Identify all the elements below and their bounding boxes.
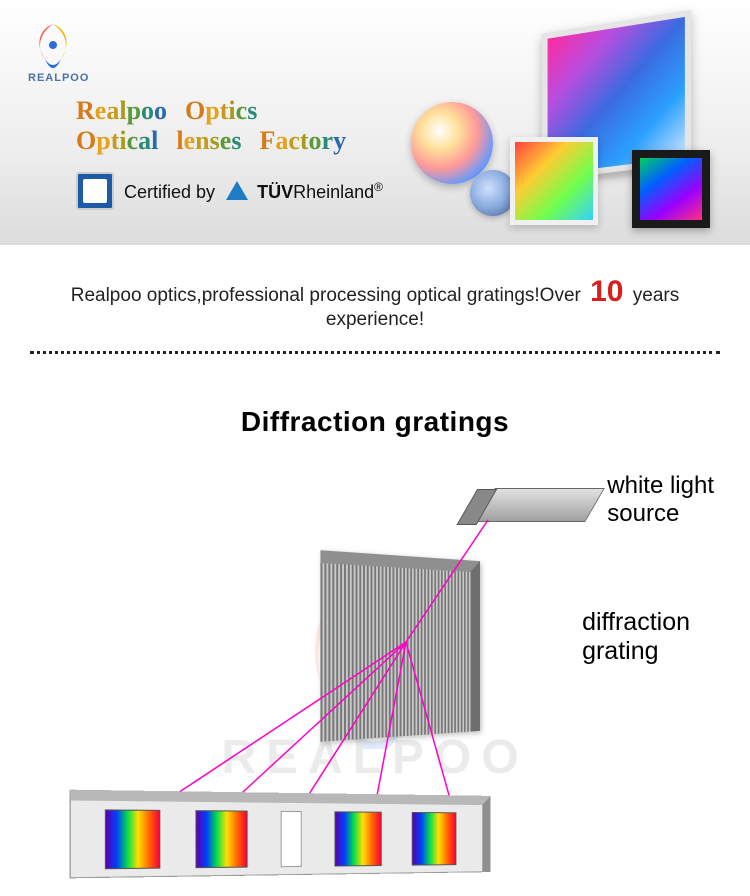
product-showcase bbox=[378, 22, 738, 222]
cert-prefix: Certified by bbox=[124, 182, 215, 202]
diffraction-diagram: REALPOO white light source diffraction g… bbox=[0, 466, 750, 896]
spectrum-order bbox=[412, 811, 457, 865]
tuv-bold: TÜV bbox=[257, 182, 293, 202]
header-banner: REALPOO Realpoo Optics Optical lenses Fa… bbox=[0, 0, 750, 245]
zero-order-slit bbox=[281, 810, 302, 866]
tuv-triangle-icon bbox=[226, 181, 248, 200]
spectrum-order bbox=[196, 810, 248, 868]
title-word-0: Realpoo bbox=[76, 96, 167, 126]
title-word-2: Optical bbox=[76, 126, 158, 156]
tagline-before: Realpoo optics,professional processing o… bbox=[71, 285, 586, 306]
cert-text: Certified by TÜVRheinland® bbox=[124, 180, 383, 203]
spectrum-order bbox=[105, 809, 160, 869]
cert-badge-icon bbox=[76, 172, 114, 210]
product-mid-grating bbox=[510, 137, 598, 225]
logo-brand-text: REALPOO bbox=[28, 72, 89, 84]
section-title: Diffraction gratings bbox=[0, 406, 750, 438]
dotted-divider bbox=[30, 351, 720, 354]
spectrum-order bbox=[334, 811, 381, 866]
tuv-rest: Rheinland bbox=[293, 182, 374, 202]
product-small-grating bbox=[632, 150, 710, 228]
title-word-3: lenses bbox=[176, 126, 241, 156]
title-word-4: Factory bbox=[259, 126, 346, 156]
tagline-text: Realpoo optics,professional processing o… bbox=[30, 275, 720, 331]
tagline-years: 10 bbox=[586, 275, 627, 308]
projection-screen bbox=[70, 790, 491, 879]
logo-swoosh-icon bbox=[28, 20, 78, 70]
title-word-1: Optics bbox=[185, 96, 257, 126]
tagline-section: Realpoo optics,professional processing o… bbox=[0, 245, 750, 376]
product-round-lens-large bbox=[411, 102, 493, 184]
